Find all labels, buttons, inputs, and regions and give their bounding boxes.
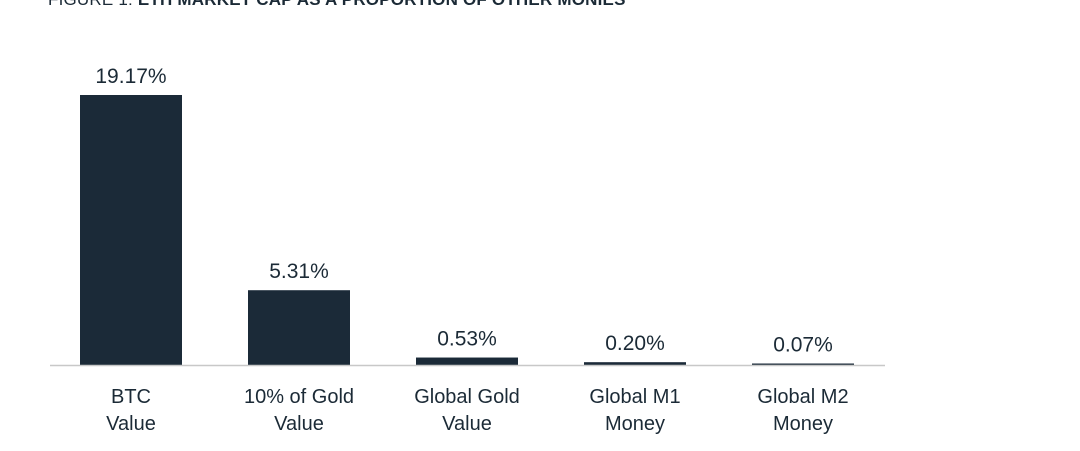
labels-group: 19.17% BTC Value 5.31% 10% of Gold Value 0.53%…: [95, 65, 848, 435]
figure-title: FIGURE 1: ETH MARKET CAP AS A PROPORTION…: [48, 0, 626, 10]
category-label-2-line-0: Global Gold: [414, 386, 520, 408]
category-label-4-line-0: Global M2: [757, 386, 848, 408]
bar-2: [416, 357, 518, 365]
category-label-2-line-1: Value: [442, 413, 492, 435]
value-label-2: 0.53%: [437, 328, 497, 351]
category-label-3-line-0: Global M1: [589, 386, 680, 408]
category-label-0-line-1: Value: [106, 413, 156, 435]
value-label-4: 0.07%: [773, 334, 833, 357]
bar-3: [584, 362, 686, 365]
category-label-0-line-0: BTC: [111, 386, 151, 408]
category-label-4-line-1: Money: [773, 413, 833, 435]
category-label-3-line-1: Money: [605, 413, 665, 435]
value-label-0: 19.17%: [95, 65, 166, 88]
category-label-1-line-0: 10% of Gold: [244, 386, 354, 408]
bars-group: [80, 95, 854, 365]
figure-title-text: ETH MARKET CAP AS A PROPORTION OF OTHER …: [138, 0, 626, 9]
bar-1: [248, 290, 350, 365]
figure-prefix: FIGURE 1:: [48, 0, 133, 9]
value-label-3: 0.20%: [605, 332, 665, 355]
bar-0: [80, 95, 182, 365]
bar-4: [752, 363, 854, 365]
category-label-1-line-1: Value: [274, 413, 324, 435]
value-label-1: 5.31%: [269, 260, 329, 283]
